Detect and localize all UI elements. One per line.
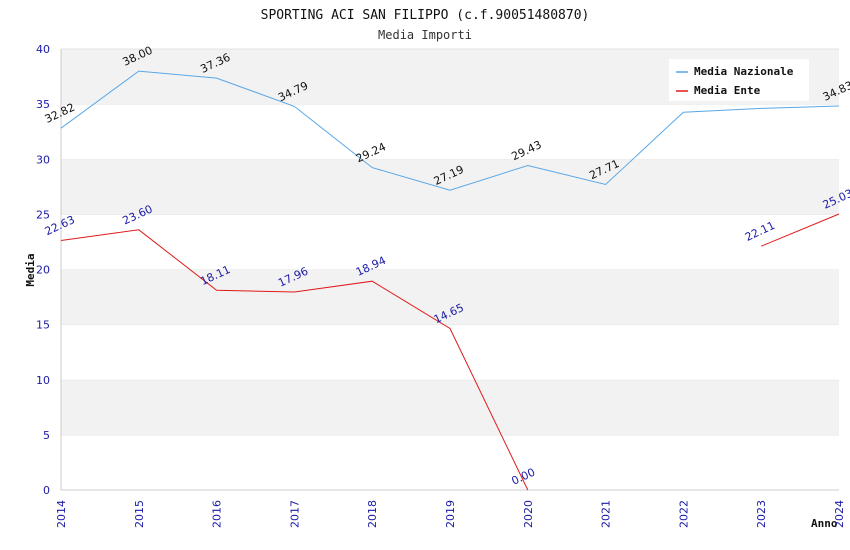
y-tick-label: 15 xyxy=(36,319,50,332)
series-line-0 xyxy=(60,70,840,191)
grid-band xyxy=(61,104,839,160)
y-tick-label: 20 xyxy=(36,264,50,277)
x-tick-label: 2014 xyxy=(55,500,68,528)
grid-band xyxy=(61,269,839,325)
legend-entry-media-nazionale: Media Nazionale xyxy=(694,65,794,78)
legend-entry-media-ente: Media Ente xyxy=(694,84,761,97)
axes xyxy=(60,49,839,491)
grid-bands xyxy=(61,48,839,490)
grid-band xyxy=(61,159,839,215)
series-lines xyxy=(60,70,840,491)
legend: Media Nazionale Media Ente xyxy=(669,59,809,101)
x-tick-label: 2023 xyxy=(755,500,768,528)
chart-title: SPORTING ACI SAN FILIPPO (c.f.9005148087… xyxy=(261,8,590,23)
x-tick-label: 2024 xyxy=(833,500,846,528)
x-tick-label: 2017 xyxy=(288,500,301,528)
grid-band xyxy=(61,434,839,490)
y-tick-label: 35 xyxy=(36,98,50,111)
legend-box xyxy=(669,59,809,101)
series-line-1 xyxy=(60,229,529,491)
y-tick-label: 10 xyxy=(36,374,50,387)
grid-band xyxy=(61,324,839,380)
chart-subtitle: Media Importi xyxy=(378,28,472,42)
x-tick-label: 2021 xyxy=(600,500,613,528)
x-tick-label: 2018 xyxy=(366,500,379,528)
y-tick-label: 0 xyxy=(43,484,50,497)
series-line-1 xyxy=(761,213,840,247)
y-tick-label: 40 xyxy=(36,43,50,56)
y-tick-label: 30 xyxy=(36,153,50,166)
grid-band xyxy=(61,214,839,270)
grid-band xyxy=(61,379,839,435)
x-tick-label: 2016 xyxy=(211,500,224,528)
y-axis-label: Media xyxy=(24,253,37,286)
y-tick-label: 5 xyxy=(43,429,50,442)
x-tick-labels: 2014 2015 2016 2017 2018 2019 2020 2021 2022 2023… xyxy=(55,500,846,528)
x-tick-label: 2015 xyxy=(133,500,146,528)
y-tick-labels: 0 5 10 15 20 25 30 35 40 xyxy=(36,43,50,497)
x-tick-label: 2020 xyxy=(522,500,535,528)
x-tick-label: 2022 xyxy=(677,500,690,528)
y-tick-label: 25 xyxy=(36,208,50,221)
x-tick-label: 2019 xyxy=(444,500,457,528)
x-axis-label: Anno xyxy=(811,517,838,530)
